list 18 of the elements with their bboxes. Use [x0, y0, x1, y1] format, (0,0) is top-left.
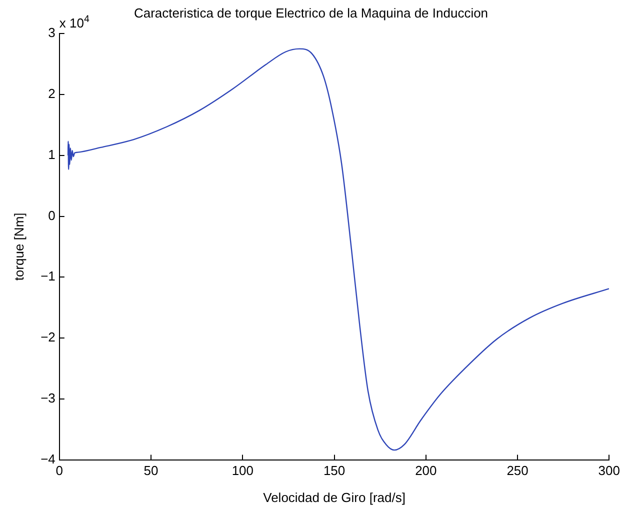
y-tick-label: 2 — [48, 86, 56, 102]
y-tick-label: −3 — [40, 390, 56, 406]
y-axis-title: torque [Nm] — [11, 212, 26, 281]
y-tick-label: 0 — [48, 208, 56, 223]
line-series — [67, 48, 610, 451]
x-tick-label: 150 — [323, 463, 346, 478]
y-tick-label: −1 — [40, 268, 56, 284]
y-tick-label: −2 — [40, 330, 56, 345]
x-tick-label: 200 — [415, 463, 437, 478]
x-axis-title: Velocidad de Giro [rad/s] — [263, 490, 406, 505]
x-tick-label: 100 — [232, 463, 254, 478]
y-tick-label: 3 — [48, 25, 56, 40]
y-tick-label: −4 — [40, 451, 56, 466]
x-tick-label: 300 — [598, 463, 620, 478]
chart-title: Caracteristica de torque Electrico de la Maquina de Induccion — [134, 5, 488, 20]
x-tick-label: 50 — [144, 463, 158, 478]
x-tick-label: 250 — [506, 463, 528, 478]
y-tick-label: 1 — [48, 146, 56, 162]
